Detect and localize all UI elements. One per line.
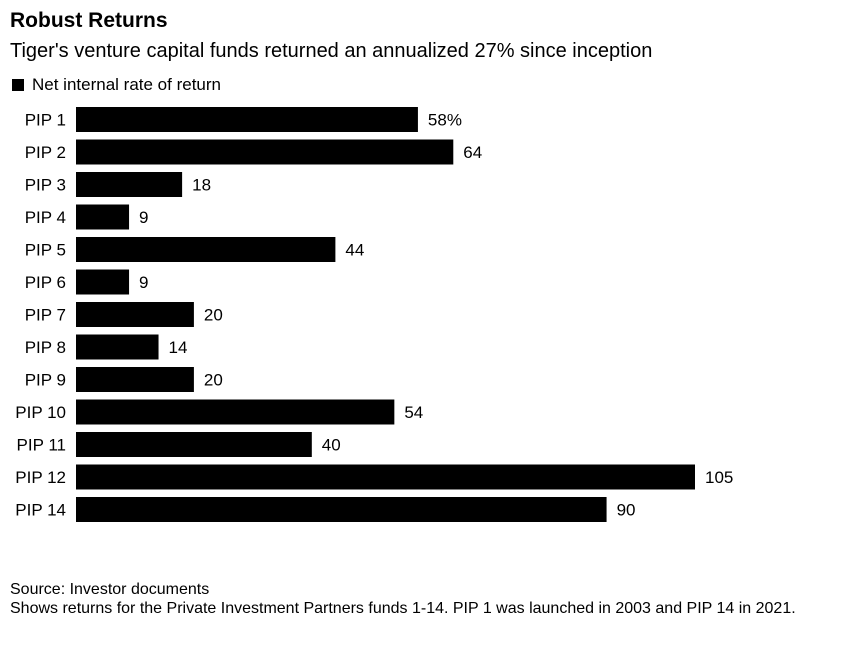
value-label: 40 bbox=[322, 436, 341, 455]
bar bbox=[76, 399, 395, 425]
value-label: 9 bbox=[139, 273, 148, 292]
bar bbox=[76, 107, 418, 132]
value-label: 90 bbox=[617, 501, 636, 520]
category-label: PIP 14 bbox=[15, 501, 66, 520]
bars-group: PIP 1 58% PIP 2 64 PIP 3 18 PIP 4 9 PIP 5 44 PIP 6… bbox=[15, 107, 733, 522]
category-label: PIP 1 bbox=[25, 111, 66, 130]
source-note: Source: Investor documents bbox=[10, 581, 210, 598]
bar bbox=[76, 172, 183, 197]
category-label: PIP 6 bbox=[25, 273, 66, 292]
value-label: 54 bbox=[404, 403, 423, 422]
bar bbox=[76, 269, 130, 295]
value-label: 44 bbox=[345, 241, 364, 260]
value-label: 18 bbox=[192, 176, 211, 195]
category-label: PIP 4 bbox=[25, 208, 66, 227]
value-label: 20 bbox=[204, 371, 223, 390]
bar bbox=[76, 204, 130, 230]
legend-swatch bbox=[12, 79, 24, 91]
footnote: Shows returns for the Private Investment… bbox=[10, 600, 796, 617]
chart-title: Robust Returns bbox=[10, 9, 168, 32]
category-label: PIP 12 bbox=[15, 468, 66, 487]
chart-subtitle: Tiger's venture capital funds returned a… bbox=[10, 40, 653, 62]
chart-footer: Source: Investor documents Shows returns… bbox=[10, 580, 840, 618]
category-label: PIP 2 bbox=[25, 143, 66, 162]
value-label: 20 bbox=[204, 306, 223, 325]
value-label: 14 bbox=[169, 338, 188, 357]
bar bbox=[76, 334, 159, 360]
bar bbox=[76, 497, 607, 522]
bar bbox=[76, 237, 336, 262]
category-label: PIP 11 bbox=[17, 436, 66, 455]
bar-chart: PIP 1 58% PIP 2 64 PIP 3 18 PIP 4 9 PIP 5 44 PIP 6… bbox=[15, 107, 733, 522]
value-label: 58% bbox=[428, 111, 462, 130]
value-label: 9 bbox=[139, 208, 148, 227]
category-label: PIP 7 bbox=[25, 306, 66, 325]
bar bbox=[76, 302, 194, 327]
category-label: PIP 10 bbox=[15, 403, 66, 422]
value-label: 105 bbox=[705, 468, 733, 487]
category-label: PIP 8 bbox=[25, 338, 66, 357]
bar bbox=[76, 464, 695, 490]
category-label: PIP 9 bbox=[25, 371, 66, 390]
bar bbox=[76, 139, 454, 165]
legend: Net internal rate of return bbox=[12, 74, 221, 96]
bar bbox=[76, 367, 194, 392]
bar bbox=[76, 432, 312, 457]
value-label: 64 bbox=[463, 143, 482, 162]
category-label: PIP 3 bbox=[25, 176, 66, 195]
category-label: PIP 5 bbox=[25, 241, 66, 260]
legend-label: Net internal rate of return bbox=[32, 75, 221, 94]
